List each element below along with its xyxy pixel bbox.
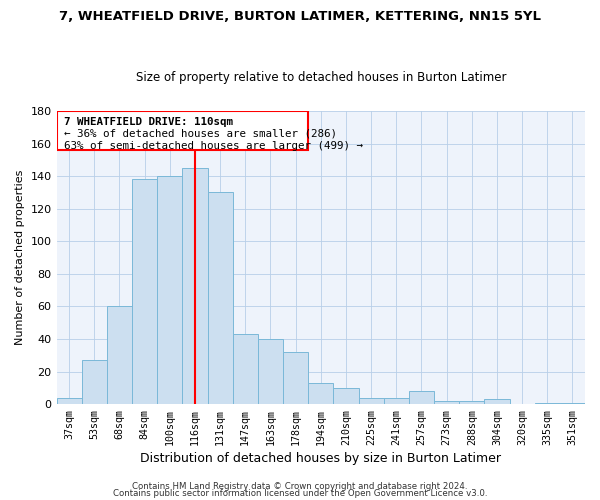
Text: 7 WHEATFIELD DRIVE: 110sqm: 7 WHEATFIELD DRIVE: 110sqm [64, 117, 233, 127]
Text: Contains HM Land Registry data © Crown copyright and database right 2024.: Contains HM Land Registry data © Crown c… [132, 482, 468, 491]
Bar [560, 402, 585, 404]
Bar [258, 339, 283, 404]
Bar [82, 360, 107, 404]
Bar [308, 383, 334, 404]
Bar [132, 180, 157, 404]
Bar [484, 400, 509, 404]
Text: 7, WHEATFIELD DRIVE, BURTON LATIMER, KETTERING, NN15 5YL: 7, WHEATFIELD DRIVE, BURTON LATIMER, KET… [59, 10, 541, 23]
X-axis label: Distribution of detached houses by size in Burton Latimer: Distribution of detached houses by size … [140, 452, 501, 465]
Text: 63% of semi-detached houses are larger (499) →: 63% of semi-detached houses are larger (… [64, 141, 363, 151]
Y-axis label: Number of detached properties: Number of detached properties [15, 170, 25, 346]
Bar [56, 111, 308, 150]
Text: Contains public sector information licensed under the Open Government Licence v3: Contains public sector information licen… [113, 489, 487, 498]
Bar [182, 168, 208, 404]
Bar [459, 401, 484, 404]
Bar [334, 388, 359, 404]
Bar [208, 192, 233, 404]
Title: Size of property relative to detached houses in Burton Latimer: Size of property relative to detached ho… [136, 70, 506, 84]
Bar [535, 402, 560, 404]
Bar [157, 176, 182, 404]
Bar [359, 398, 383, 404]
Bar [383, 398, 409, 404]
Bar [233, 334, 258, 404]
Text: ← 36% of detached houses are smaller (286): ← 36% of detached houses are smaller (28… [64, 129, 337, 139]
Bar [283, 352, 308, 404]
Bar [434, 401, 459, 404]
Bar [409, 391, 434, 404]
Bar [107, 306, 132, 404]
Bar [56, 398, 82, 404]
